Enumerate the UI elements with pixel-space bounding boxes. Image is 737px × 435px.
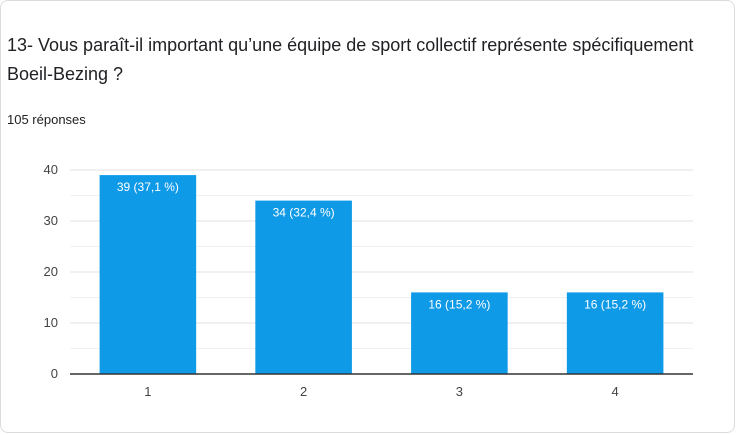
y-tick-label: 10 — [44, 315, 58, 330]
axes: 0 10 20 30 40 1 2 3 4 — [44, 162, 693, 399]
bar — [411, 292, 508, 374]
data-label: 16 (15,2 %) — [584, 297, 646, 311]
y-tick-label: 40 — [44, 162, 58, 177]
x-tick-label: 3 — [456, 384, 463, 399]
bars: 39 (37,1 %) 34 (32,4 %) 16 (15,2 %) 16 (15,… — [99, 175, 664, 374]
bar — [99, 175, 197, 374]
x-tick-label: 4 — [612, 384, 619, 399]
question-title: 13- Vous paraît-il important qu’une équi… — [7, 35, 694, 84]
response-count: 105 réponses — [7, 112, 86, 127]
x-tick-label: 2 — [300, 384, 307, 399]
data-label: 39 (37,1 %) — [117, 180, 179, 194]
bar — [255, 200, 352, 374]
data-label: 34 (32,4 %) — [273, 206, 335, 220]
x-tick-label: 1 — [144, 384, 151, 399]
y-tick-label: 30 — [44, 213, 58, 228]
y-tick-label: 20 — [44, 264, 58, 279]
bar — [566, 292, 664, 374]
y-tick-label: 0 — [51, 366, 58, 381]
data-label: 16 (15,2 %) — [428, 297, 490, 311]
